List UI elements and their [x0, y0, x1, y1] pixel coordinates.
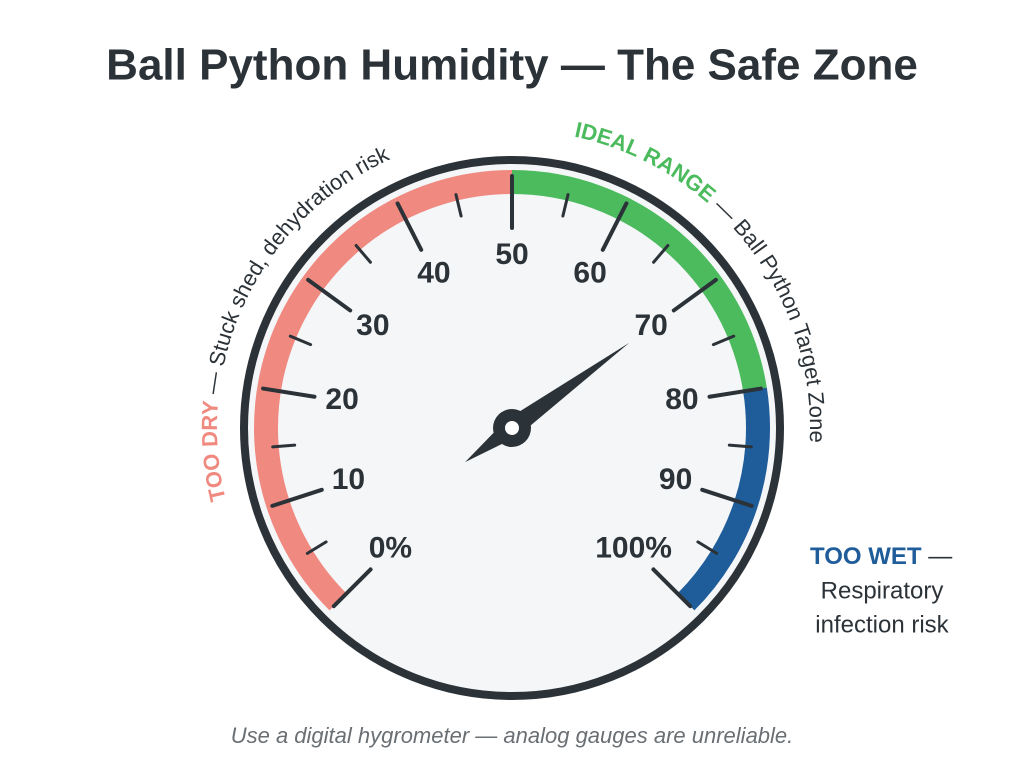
major-tick [600, 201, 629, 252]
tick-label: 40 [417, 257, 450, 290]
major-tick [671, 277, 718, 313]
needle-hub-center [505, 421, 519, 435]
major-tick [395, 201, 424, 252]
zone-band [677, 387, 771, 611]
tick-label: 90 [659, 463, 692, 496]
major-tick [331, 567, 373, 609]
zone-note: — [928, 543, 952, 570]
zone-label: TOO WET — [810, 543, 952, 570]
zone-band [254, 170, 512, 611]
minor-tick [727, 443, 753, 449]
major-tick [306, 277, 353, 313]
zone-note: infection risk [815, 611, 949, 638]
major-tick [700, 487, 754, 508]
major-tick [707, 386, 763, 399]
major-tick [651, 567, 693, 609]
minor-tick [271, 443, 297, 449]
tick-label: 10 [332, 463, 365, 496]
minor-tick [561, 193, 570, 218]
footer-note: Use a digital hygrometer — analog gauges… [231, 723, 794, 748]
major-tick [261, 386, 317, 399]
minor-tick [305, 540, 328, 555]
major-tick [270, 487, 324, 508]
tick-label: 100% [595, 532, 672, 565]
tick-label: 60 [573, 257, 606, 290]
minor-tick [696, 540, 719, 555]
minor-tick [288, 334, 313, 347]
chart-title: Ball Python Humidity — The Safe Zone [106, 41, 918, 90]
zone-name: TOO WET [810, 543, 922, 570]
minor-tick [652, 244, 670, 264]
tick-label: 30 [356, 309, 389, 342]
minor-tick [354, 244, 372, 264]
zone-note: Respiratory [821, 577, 944, 604]
tick-label: 50 [495, 238, 528, 271]
minor-tick [711, 334, 736, 347]
tick-label: 0% [369, 532, 412, 565]
minor-tick [454, 193, 463, 218]
tick-label: 20 [325, 383, 358, 416]
tick-label: 70 [634, 309, 667, 342]
tick-label: 80 [665, 383, 698, 416]
